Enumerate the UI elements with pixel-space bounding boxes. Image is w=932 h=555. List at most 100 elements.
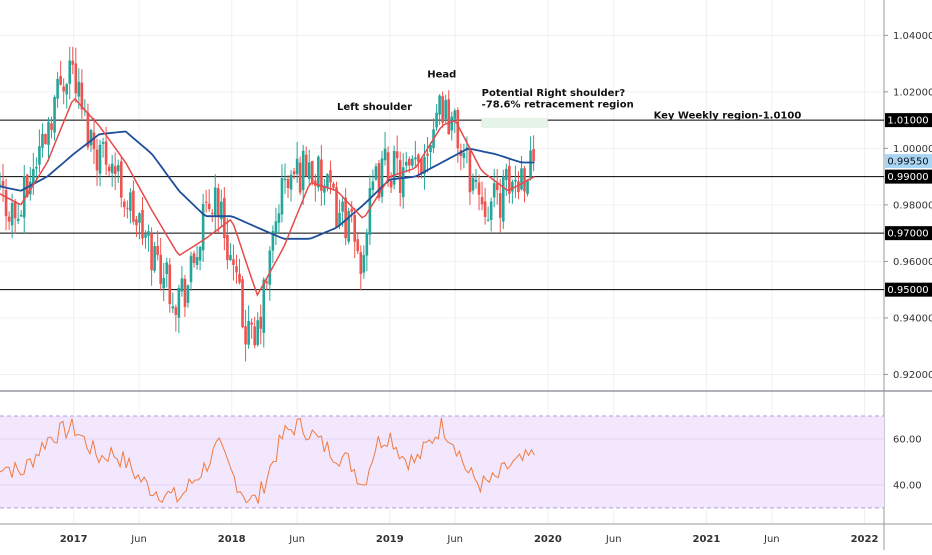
candle-body-90 [265, 281, 269, 284]
candle-body-51 [147, 231, 150, 236]
annotation-4: Key Weekly region-1.0100 [654, 111, 802, 122]
candle-body-62 [180, 278, 184, 292]
candles [0, 46, 535, 362]
candle-body-120 [356, 239, 360, 252]
annotation-3: -78.6% retracement region [482, 99, 634, 110]
candle-body-132 [392, 150, 396, 185]
candle-body-100 [295, 158, 299, 175]
candle-body-169 [505, 168, 508, 181]
candle-body-81 [238, 273, 241, 283]
candle-body-99 [292, 171, 296, 175]
candle-body-74 [216, 188, 220, 218]
candle-body-152 [453, 110, 457, 119]
candle-body-59 [171, 306, 175, 309]
candle-body-171 [511, 181, 514, 192]
candle-body-160 [477, 182, 481, 195]
candle-body-88 [259, 316, 263, 329]
candle-body-114 [338, 212, 341, 226]
candle-body-146 [435, 112, 438, 128]
candle-body-164 [489, 201, 493, 220]
price-tick-label-1: 1.02000 [893, 87, 932, 98]
candle-body-112 [332, 183, 335, 188]
candle-body-110 [326, 174, 329, 188]
annotation-0: Head [427, 70, 456, 81]
price-tick-label-6: 0.92000 [893, 370, 932, 381]
candle-body-58 [168, 264, 172, 305]
candle-body-125 [371, 181, 375, 190]
candle-body-122 [362, 255, 366, 273]
level-tag-label-2: 0.97000 [887, 229, 928, 240]
candle-body-139 [414, 157, 417, 160]
candle-body-121 [359, 252, 363, 275]
candle-body-105 [310, 160, 314, 183]
rsi-panel [0, 415, 884, 509]
level-tag-label-3: 0.95000 [887, 285, 928, 296]
price-tick-label-3: 0.98000 [893, 200, 932, 211]
candle-body-22 [59, 76, 62, 85]
time-tick-label-4: 2019 [376, 534, 404, 545]
level-tag-bg-2 [885, 226, 932, 241]
candle-body-119 [353, 215, 357, 242]
candle-body-158 [471, 177, 475, 191]
candle-body-31 [86, 112, 90, 148]
candle-body-64 [186, 285, 190, 303]
candle-body-69 [201, 204, 205, 251]
candle-body-46 [132, 190, 135, 222]
candle-body-53 [153, 245, 156, 271]
candle-body-151 [450, 116, 454, 131]
candle-body-94 [277, 213, 281, 223]
candle-body-134 [398, 160, 402, 193]
candle-body-9 [19, 214, 23, 217]
candle-body-124 [368, 188, 372, 235]
candle-body-173 [517, 181, 520, 193]
candle-body-87 [256, 320, 260, 345]
candle-body-165 [492, 183, 496, 198]
candle-body-176 [526, 180, 529, 194]
candle-body-55 [159, 254, 162, 285]
candle-body-104 [307, 162, 311, 180]
candle-body-168 [501, 176, 505, 222]
candle-body-72 [210, 212, 214, 214]
time-tick-label-3: Jun [288, 534, 305, 545]
candle-body-175 [523, 168, 526, 192]
retracement-box-layer [481, 118, 548, 128]
candle-body-7 [13, 201, 17, 219]
time-tick-label-9: Jun [763, 534, 780, 545]
candle-body-16 [41, 133, 44, 148]
candle-body-159 [474, 179, 478, 183]
candle-body-5 [7, 216, 11, 222]
candle-body-133 [395, 151, 399, 159]
candle-body-116 [344, 197, 347, 239]
candle-body-167 [498, 193, 502, 218]
candle-body-67 [195, 257, 199, 265]
price-axis[interactable]: 1.04000 1.02000 1.00000 0.98000 0.96000 0.940… [884, 31, 932, 492]
candle-body-48 [138, 213, 141, 223]
candle-body-50 [144, 234, 147, 238]
candle-body-27 [74, 63, 78, 94]
candle-body-17 [44, 133, 47, 145]
candle-body-85 [250, 322, 253, 325]
candle-body-148 [441, 96, 444, 123]
candle-body-34 [95, 149, 99, 171]
candle-body-49 [141, 209, 144, 239]
current-price-tag-label: 0.99550 [887, 157, 928, 168]
candle-body-2 [0, 184, 2, 186]
candle-body-109 [323, 185, 326, 193]
candle-body-36 [101, 142, 105, 144]
candle-body-52 [150, 233, 153, 271]
candle-body-54 [156, 246, 159, 255]
time-axis[interactable]: 2017 Jun 2018 Jun 2019 Jun 2020 Jun 2021 Jun 2022 [60, 534, 879, 545]
time-tick-label-0: 2017 [60, 534, 88, 545]
candle-body-41 [116, 165, 120, 172]
rsi-tick-label-0: 60.00 [893, 434, 922, 445]
candle-body-4 [4, 189, 8, 217]
candle-body-177 [529, 150, 532, 179]
candle-body-149 [444, 100, 447, 119]
time-tick-label-7: Jun [605, 534, 622, 545]
candle-body-113 [335, 187, 338, 228]
candle-body-91 [268, 250, 272, 285]
candle-body-147 [438, 95, 441, 115]
candle-body-60 [174, 307, 178, 315]
time-tick-label-6: 2020 [534, 534, 562, 545]
